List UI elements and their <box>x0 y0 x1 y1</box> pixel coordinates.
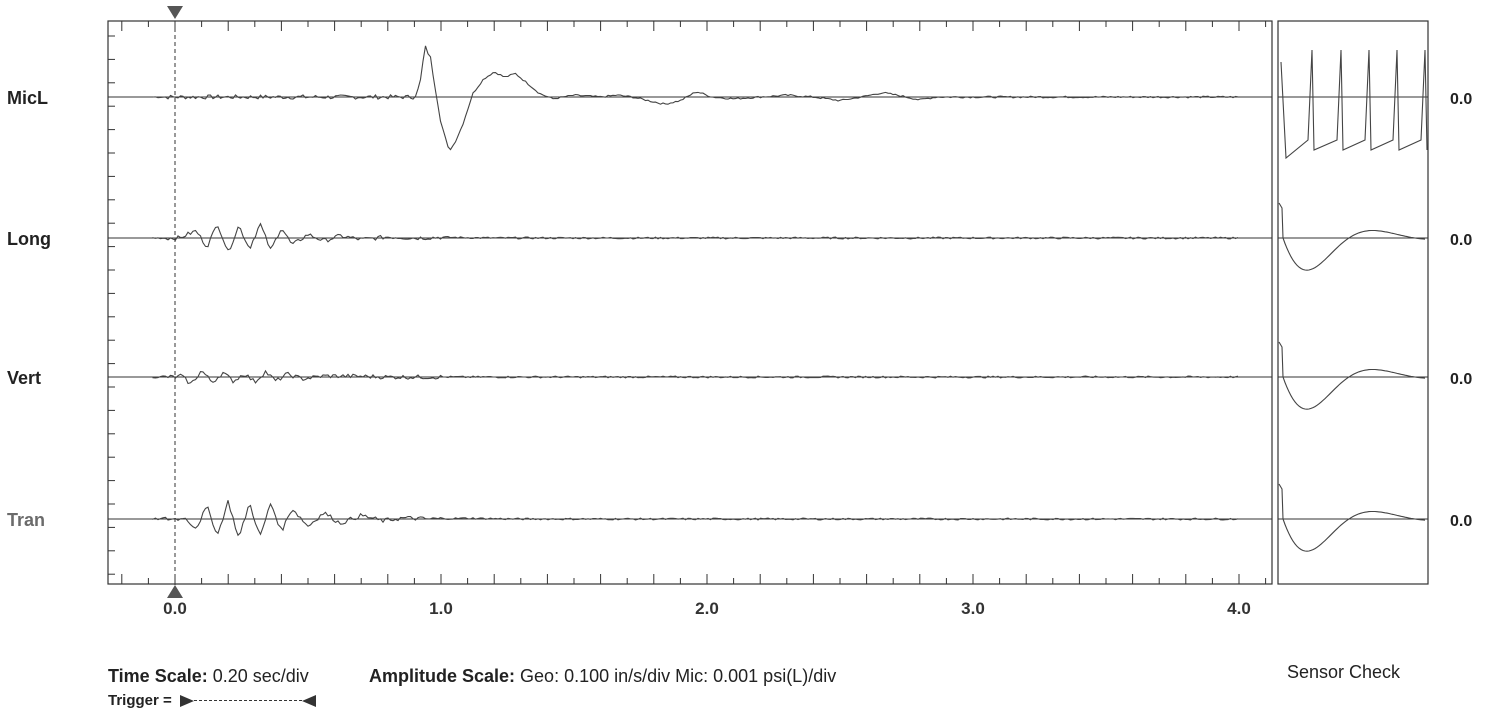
channel-label: Tran <box>7 510 45 530</box>
channel-label: Vert <box>7 368 41 388</box>
sensor-check-geo-wave <box>1278 202 1426 271</box>
x-tick-label: 4.0 <box>1227 599 1251 618</box>
sensor-check-geo-wave <box>1278 483 1426 552</box>
trigger-marker-bottom-icon <box>167 585 183 598</box>
axis-ticks <box>108 21 1267 584</box>
time-scale-value: 0.20 sec/div <box>212 666 309 686</box>
channel-baselines <box>108 96 1428 520</box>
channel-readout: 0.0 <box>1450 91 1472 108</box>
waveform-micl <box>152 45 1239 151</box>
amplitude-scale-label: Amplitude Scale: <box>369 666 516 686</box>
waveform-tran <box>152 500 1239 537</box>
trigger-marker-top-icon <box>167 6 183 19</box>
trigger-range-icon <box>179 695 316 708</box>
x-axis-labels: 0.0 1.0 2.0 3.0 4.0 <box>163 599 1251 618</box>
channel-readout: 0.0 <box>1450 513 1472 530</box>
sensor-check-frame <box>1277 20 1429 585</box>
x-tick-label: 3.0 <box>961 599 985 618</box>
time-scale: Time Scale: 0.20 sec/div <box>108 666 309 687</box>
sensor-check-label: Sensor Check <box>1287 662 1401 682</box>
waveform-long <box>152 222 1239 251</box>
sensor-check-mic-wave <box>1280 49 1428 160</box>
channel-labels: MicL 0.0 Long 0.0 Vert 0.0 Tran 0.0 <box>7 88 1472 530</box>
sensor-check-geo-wave <box>1278 341 1426 410</box>
plot-frame <box>107 20 1273 585</box>
amplitude-scale-value: Geo: 0.100 in/s/div Mic: 0.001 psi(L)/di… <box>520 666 837 686</box>
x-tick-label: 1.0 <box>429 599 453 618</box>
channel-readout: 0.0 <box>1450 371 1472 388</box>
amplitude-scale: Amplitude Scale: Geo: 0.100 in/s/div Mic… <box>369 666 836 687</box>
time-scale-label: Time Scale: <box>108 666 208 686</box>
trigger-label: Trigger = <box>108 692 172 709</box>
channel-label: MicL <box>7 88 48 108</box>
x-tick-label: 0.0 <box>163 599 187 618</box>
channel-waveforms <box>152 45 1239 537</box>
waveform-vert <box>152 369 1239 385</box>
sensor-check-waveforms <box>1278 49 1428 552</box>
channel-readout: 0.0 <box>1450 232 1472 249</box>
channel-label: Long <box>7 229 51 249</box>
trigger-legend: Trigger = <box>108 692 316 709</box>
x-tick-label: 2.0 <box>695 599 719 618</box>
